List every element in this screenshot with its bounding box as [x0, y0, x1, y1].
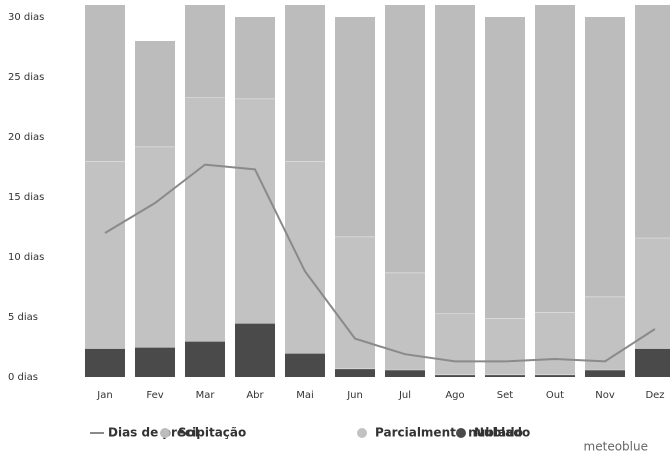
bar-segment: [85, 348, 125, 377]
bar-segment: [235, 98, 275, 323]
x-tick-label: Out: [546, 390, 564, 401]
bar-segment: [185, 341, 225, 377]
bar-segment: [635, 348, 670, 377]
bar-segment: [185, 5, 225, 98]
watermark: meteoblue: [584, 440, 648, 454]
bar-segment: [435, 5, 475, 314]
bar-segment: [335, 236, 375, 369]
bar-segment: [285, 5, 325, 161]
legend-marker: [456, 428, 466, 438]
bar-segment: [235, 323, 275, 377]
y-tick-label: 20 dias: [8, 132, 44, 143]
bar-segment: [585, 369, 625, 377]
x-tick-label: Mar: [196, 390, 216, 401]
bar-segment: [335, 368, 375, 377]
y-tick-label: 5 dias: [8, 312, 38, 323]
bar-segment: [535, 374, 575, 377]
bar-segment: [285, 161, 325, 353]
x-tick-label: Mai: [296, 390, 314, 401]
y-tick-label: 0 dias: [8, 372, 38, 383]
x-tick-label: Jun: [346, 390, 363, 401]
bar-segment: [185, 97, 225, 342]
bar-segment: [435, 374, 475, 377]
legend-label: Dias de precipitação: [108, 426, 246, 440]
x-tick-label: Nov: [595, 390, 615, 401]
bar-segment: [285, 353, 325, 377]
bar-segment: [535, 5, 575, 313]
legend-marker: [357, 428, 367, 438]
legend-marker: [160, 428, 170, 438]
bar-segment: [85, 5, 125, 161]
x-tick-label: Set: [497, 390, 514, 401]
legend-label: Nublado: [474, 426, 530, 440]
bar-segment: [585, 17, 625, 297]
bar-segment: [585, 296, 625, 370]
y-tick-label: 30 dias: [8, 12, 44, 23]
x-tick-label: Fev: [146, 390, 163, 401]
bar-segment: [85, 161, 125, 349]
legend-label: Parcialmente nublado: [375, 426, 523, 440]
bar-segment: [635, 5, 670, 238]
x-tick-label: Jan: [96, 390, 112, 401]
x-tick-label: Ago: [445, 390, 464, 401]
legend-label: Sol: [178, 426, 199, 440]
y-tick-label: 25 dias: [8, 72, 44, 83]
bar-segment: [235, 17, 275, 99]
x-tick-label: Dez: [645, 390, 664, 401]
bar-segment: [135, 41, 175, 147]
y-tick-label: 10 dias: [8, 252, 44, 263]
bar-segment: [485, 17, 525, 319]
bar-segment: [485, 318, 525, 375]
bar-segment: [485, 374, 525, 377]
y-tick-label: 15 dias: [8, 192, 44, 203]
x-tick-label: Jul: [398, 390, 411, 401]
x-tick-label: Abr: [246, 390, 264, 401]
precipitation-line: [104, 163, 656, 363]
bar-segment: [385, 369, 425, 377]
bar-segment: [335, 17, 375, 237]
bar-segment: [435, 313, 475, 375]
bar-segment: [385, 5, 425, 273]
bar-segment: [535, 312, 575, 375]
bar-segment: [135, 347, 175, 377]
bar-segment: [135, 146, 175, 347]
